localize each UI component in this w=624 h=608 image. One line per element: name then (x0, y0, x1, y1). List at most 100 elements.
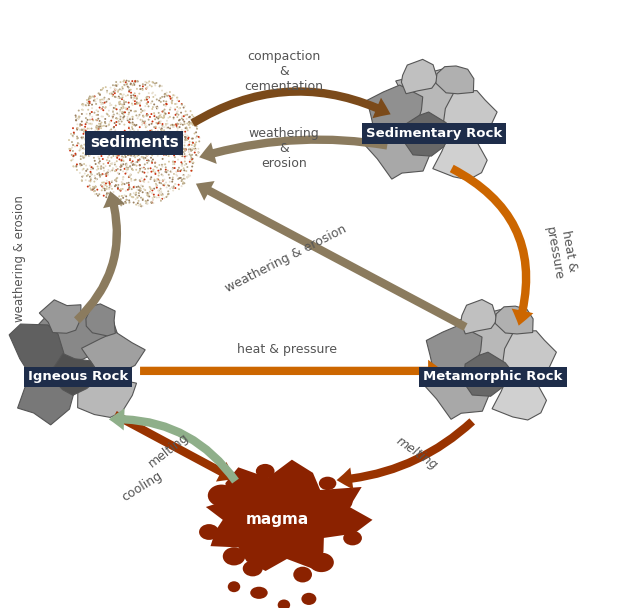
Point (186, 151, 196, 161)
Point (79, 140, 89, 150)
Point (119, 99, 129, 109)
Point (139, 163, 149, 173)
Point (187, 140, 197, 150)
Point (144, 192, 154, 201)
Point (149, 142, 159, 151)
Point (142, 78, 152, 88)
Point (135, 160, 145, 170)
Point (111, 144, 121, 154)
Point (108, 148, 118, 157)
Point (177, 151, 187, 161)
Point (84, 150, 94, 160)
Point (168, 157, 178, 167)
Point (145, 126, 155, 136)
Point (129, 183, 139, 193)
Point (98, 112, 108, 122)
Point (121, 164, 131, 174)
Point (141, 198, 151, 208)
Point (157, 190, 167, 200)
Point (180, 174, 190, 184)
Point (87, 112, 97, 122)
Point (119, 159, 129, 169)
Point (160, 109, 170, 119)
Point (92, 125, 102, 134)
Point (159, 100, 169, 109)
Point (140, 174, 150, 184)
Point (135, 184, 145, 193)
Point (120, 179, 130, 189)
Point (178, 170, 188, 180)
Point (106, 125, 116, 134)
Point (190, 141, 200, 151)
Point (72, 132, 82, 142)
Point (161, 119, 171, 129)
Point (160, 167, 170, 177)
Point (124, 86, 134, 95)
Point (95, 141, 105, 151)
Point (164, 149, 174, 159)
Point (106, 194, 116, 204)
Point (95, 89, 105, 99)
Point (132, 111, 142, 120)
Point (117, 156, 127, 166)
Point (187, 145, 197, 155)
Point (190, 143, 200, 153)
Point (118, 173, 128, 182)
Point (131, 134, 141, 143)
Point (131, 200, 141, 210)
Point (92, 116, 102, 125)
Point (177, 100, 187, 109)
Point (144, 156, 154, 165)
Point (180, 135, 190, 145)
Point (118, 184, 128, 194)
Point (124, 108, 134, 117)
Point (156, 126, 166, 136)
Text: heat & pressure: heat & pressure (237, 343, 337, 356)
Point (95, 170, 105, 180)
Point (124, 98, 134, 108)
Point (180, 130, 190, 139)
Point (185, 120, 195, 130)
Point (177, 174, 187, 184)
Polygon shape (495, 306, 533, 334)
Point (178, 115, 188, 125)
Point (119, 77, 129, 86)
Point (109, 84, 119, 94)
Point (92, 185, 102, 195)
Point (115, 112, 125, 122)
Point (132, 147, 142, 156)
Point (89, 143, 99, 153)
Point (192, 151, 202, 161)
Point (75, 121, 85, 131)
Point (160, 128, 170, 138)
Point (156, 116, 166, 126)
Point (105, 83, 115, 92)
Point (95, 139, 105, 148)
Point (173, 165, 183, 175)
Point (135, 201, 145, 211)
Point (173, 123, 183, 133)
Point (172, 134, 182, 144)
Point (178, 130, 188, 140)
Point (130, 89, 140, 98)
Point (124, 178, 134, 188)
Point (113, 184, 123, 194)
Point (163, 189, 173, 199)
Point (82, 165, 92, 174)
Point (123, 165, 133, 174)
Point (85, 172, 95, 182)
Point (122, 76, 132, 86)
Point (145, 182, 155, 192)
Point (77, 117, 87, 126)
Point (82, 95, 92, 105)
Point (119, 199, 129, 209)
Point (177, 176, 187, 186)
Text: weathering & erosion: weathering & erosion (223, 222, 349, 295)
Point (127, 80, 137, 90)
Point (82, 140, 92, 150)
Point (91, 182, 101, 192)
Point (80, 100, 90, 110)
Point (138, 85, 148, 95)
Point (111, 180, 121, 190)
Point (97, 185, 107, 195)
